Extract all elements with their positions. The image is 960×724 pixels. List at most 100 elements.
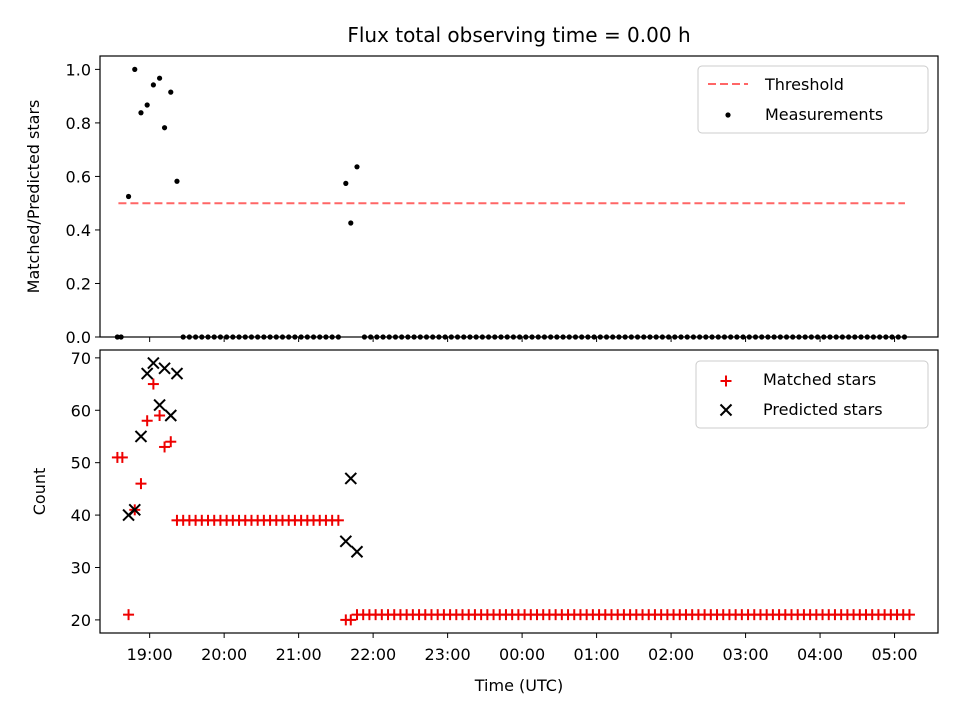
- measurement-point: [889, 334, 895, 340]
- matched-point: [116, 451, 128, 463]
- predicted-point: [128, 503, 141, 517]
- measurement-point: [467, 334, 473, 340]
- measurement-point: [298, 334, 304, 340]
- measurement-point: [205, 334, 211, 340]
- matched-point: [165, 436, 177, 448]
- count-ytick-label: 60: [71, 401, 91, 420]
- count-ytick-label: 20: [71, 611, 91, 630]
- matched-point: [332, 514, 344, 526]
- predicted-point: [134, 430, 148, 443]
- measurement-point: [168, 89, 174, 95]
- measurement-point: [335, 334, 341, 340]
- measurement-point: [411, 334, 417, 340]
- predicted-point: [153, 398, 166, 412]
- matched-point: [141, 415, 153, 427]
- measurement-point: [292, 334, 298, 340]
- measurement-point: [870, 334, 877, 340]
- ratio-ytick-label: 0.8: [66, 114, 91, 133]
- predicted-point: [344, 472, 357, 485]
- measurement-point: [579, 334, 585, 340]
- measurement-point: [759, 334, 765, 340]
- measurement-point: [248, 334, 255, 340]
- measurement-point: [417, 334, 423, 340]
- measurement-point: [771, 334, 777, 340]
- measurement-point: [192, 334, 199, 340]
- count-ytick-label: 40: [71, 506, 91, 525]
- legend-matched-swatch: [720, 375, 732, 387]
- measurement-point: [454, 334, 461, 340]
- chart-title: Flux total observing time = 0.00 h: [347, 23, 690, 47]
- predicted-point: [147, 356, 160, 370]
- measurement-point: [224, 334, 230, 340]
- count-xtick-label: 20:00: [201, 645, 247, 664]
- measurement-point: [279, 334, 286, 340]
- count-xtick-label: 03:00: [723, 645, 769, 664]
- measurement-point: [368, 334, 374, 340]
- measurement-point: [423, 334, 430, 340]
- measurement-point: [672, 334, 678, 340]
- measurement-point: [144, 102, 150, 108]
- measurement-point: [877, 334, 883, 340]
- legend-predicted-label: Predicted stars: [763, 400, 883, 419]
- count-xtick-label: 00:00: [499, 645, 545, 664]
- measurement-point: [883, 334, 889, 340]
- measurement-point: [267, 334, 273, 340]
- measurement-point: [554, 334, 560, 340]
- measurement-point: [777, 334, 783, 340]
- measurement-point: [236, 334, 242, 340]
- measurement-point: [852, 334, 858, 340]
- measurement-point: [405, 334, 411, 340]
- measurement-point: [361, 334, 368, 340]
- predicted-point: [140, 367, 154, 380]
- measurement-point: [839, 334, 846, 340]
- predicted-point: [350, 545, 364, 558]
- measurement-point: [858, 334, 864, 340]
- measurement-point: [492, 334, 498, 340]
- legend-predicted-swatch: [719, 403, 733, 417]
- measurement-point: [846, 334, 852, 340]
- matched-point: [135, 478, 147, 490]
- count-xtick-label: 02:00: [648, 645, 694, 664]
- legend-measurement-label: Measurements: [765, 105, 883, 124]
- measurement-point: [833, 334, 839, 340]
- measurement-point: [523, 334, 529, 340]
- measurement-point: [572, 334, 579, 340]
- measurement-point: [230, 334, 236, 340]
- measurement-point: [386, 334, 392, 340]
- ratio-panel: 0.0 0.2 0.4 0.6 0.8 1.0 Matched/Predicted star…: [24, 55, 939, 347]
- ratio-ytick-label: 1.0: [66, 60, 91, 79]
- matched-point: [903, 609, 915, 621]
- measurement-point: [634, 334, 641, 340]
- measurement-point: [118, 334, 124, 340]
- measurement-point: [199, 334, 205, 340]
- legend-threshold-label: Threshold: [764, 75, 844, 94]
- measurement-point: [473, 334, 479, 340]
- measurement-point: [740, 334, 746, 340]
- measurement-point: [329, 334, 335, 340]
- measurement-point: [174, 178, 180, 184]
- measurement-point: [317, 334, 323, 340]
- ratio-ytick-label: 0.4: [66, 221, 91, 240]
- count-axes-frame: [99, 349, 939, 634]
- measurement-point: [641, 334, 647, 340]
- measurement-point: [392, 334, 399, 340]
- count-xtick-label: 04:00: [797, 645, 843, 664]
- measurement-point: [901, 334, 908, 340]
- measurement-point: [610, 334, 616, 340]
- count-legend-box: [695, 360, 929, 429]
- measurement-point: [180, 334, 186, 340]
- measurement-point: [783, 334, 790, 340]
- measurement-point: [323, 334, 329, 340]
- measurement-point: [560, 334, 566, 340]
- measurement-point: [430, 334, 436, 340]
- measurement-point: [765, 334, 771, 340]
- matched-point: [159, 441, 171, 453]
- predicted-point: [170, 367, 184, 380]
- measurement-point: [684, 334, 690, 340]
- ratio-ytick-label: 0.0: [66, 328, 91, 347]
- matched-point: [154, 410, 166, 422]
- measurement-point: [138, 110, 144, 116]
- measurement-point: [734, 334, 740, 340]
- measurement-point: [585, 334, 591, 340]
